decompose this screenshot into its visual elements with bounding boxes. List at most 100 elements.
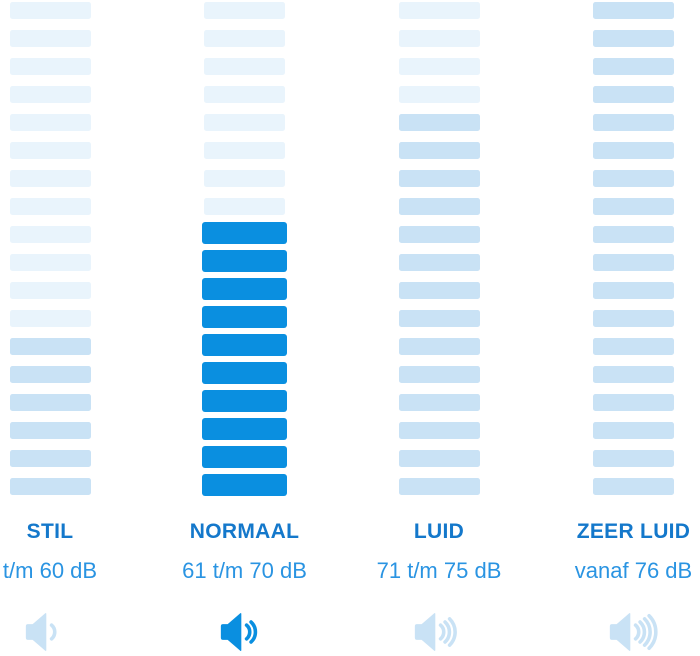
bar-slot [544,310,700,338]
volume-segment [204,114,285,131]
bar-slot [0,58,140,86]
bar-slot [155,58,335,86]
volume-segment [202,446,287,468]
bar-slot [0,114,140,142]
speaker-body [414,613,436,651]
bar-slot [0,226,140,254]
bar-slot [544,394,700,422]
volume-segment [593,310,674,327]
volume-segment [204,198,285,215]
sound-wave-arc [438,623,446,641]
bar-slot [349,114,529,142]
category-label: STIL [26,520,74,543]
volume-segment [204,58,285,75]
speaker-icon [155,611,335,653]
bar-slot [349,450,529,478]
volume-segment [398,86,480,103]
bar-slot [349,282,529,310]
sound-wave-arc [248,620,257,644]
bar-slot [155,30,335,58]
volume-segment [9,30,91,47]
bar-slot [349,198,529,226]
volume-segment [398,478,480,495]
volume-segment [9,422,91,439]
bar-slot [349,310,529,338]
sound-wave-arc [443,620,452,644]
volume-segment [593,366,674,383]
bar-slot [0,422,140,450]
volume-segment [9,478,91,495]
bar-slot [0,30,140,58]
volume-segment [9,114,91,131]
bar-slot [349,394,529,422]
volume-segment [398,58,480,75]
bar-slot [0,86,140,114]
volume-segment [9,142,91,159]
volume-segment [398,282,480,299]
bar-slot [155,362,335,394]
volume-segment [9,198,91,215]
volume-segment [202,390,287,412]
bar-slot [0,394,140,422]
volume-segment [202,334,287,356]
bar-slot [155,114,335,142]
volume-segment [204,2,285,19]
bar-slot [544,2,700,30]
volume-segment [9,282,91,299]
bar-slot [0,338,140,366]
volume-segment [398,254,480,271]
volume-segment [204,170,285,187]
volume-segment [593,394,674,411]
bar-slot [544,114,700,142]
volume-segment [398,366,480,383]
sound-wave-arc [633,623,640,641]
bar-slot [155,306,335,338]
volume-segment [398,226,480,243]
volume-segment [593,86,674,103]
bar-slot [544,198,700,226]
volume-segment [398,170,480,187]
volume-segment [202,222,287,244]
volume-segment [593,198,674,215]
volume-segment [9,58,91,75]
speaker-body [220,613,241,651]
volume-segment [204,30,285,47]
volume-segment [593,2,674,19]
bar-slot [155,2,335,30]
volume-segment [9,394,91,411]
category-range: vanaf 76 dB [574,558,693,583]
bar-slot [0,2,140,30]
volume-segment [398,338,480,355]
bar-slot [155,446,335,478]
bar-slot [0,198,140,226]
bar-slot [155,390,335,422]
category-label: NORMAAL [189,520,300,543]
bar-slot [349,86,529,114]
bar-slot [349,142,529,170]
volume-segment [398,142,480,159]
volume-segment [202,362,287,384]
bar-slot [0,478,140,506]
volume-segment [593,450,674,467]
volume-segment [398,30,480,47]
bar-slot [0,310,140,338]
volume-column: ZEER LUID vanaf 76 dB [544,0,700,656]
volume-segment [593,114,674,131]
bar-slot [349,30,529,58]
bar-stack [544,2,700,506]
volume-segment [398,198,480,215]
bar-slot [0,450,140,478]
bar-slot [544,30,700,58]
volume-segment [398,310,480,327]
bar-stack [349,2,529,506]
volume-segment [202,250,287,272]
bar-slot [155,142,335,170]
bar-slot [544,254,700,282]
sound-wave-arc [642,617,652,647]
bar-slot [155,474,335,506]
sound-wave-arc [646,613,658,651]
bar-slot [349,2,529,30]
bar-slot [544,226,700,254]
bar-slot [349,422,529,450]
